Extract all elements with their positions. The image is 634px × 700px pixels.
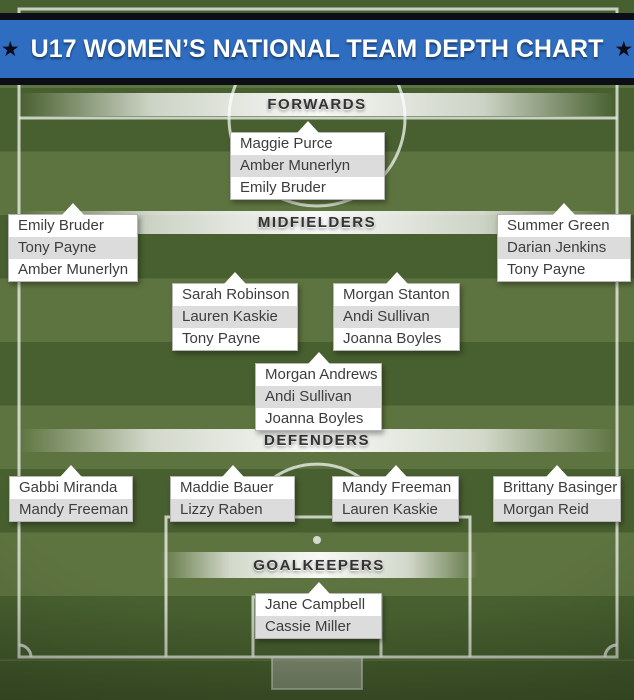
- player-row: Mandy Freeman: [333, 477, 458, 499]
- player-row: Lauren Kaskie: [333, 499, 458, 521]
- section-label-goalkeepers: GOALKEEPERS: [253, 556, 385, 574]
- player-row: Maggie Purce: [231, 133, 384, 155]
- section-label-defenders: DEFENDERS: [263, 432, 370, 449]
- pointer-up-icon: [307, 352, 330, 364]
- depth-box-forwards-center: Maggie Purce Amber Munerlyn Emily Bruder: [230, 121, 385, 200]
- player-row: Andi Sullivan: [256, 386, 381, 408]
- star-icon: ★: [614, 37, 634, 61]
- depth-box-defense-center-left: Maddie Bauer Lizzy Raben: [170, 465, 295, 522]
- player-row: Jane Campbell: [256, 594, 381, 616]
- depth-box-goalkeepers-center: Jane Campbell Cassie Miller: [255, 582, 382, 639]
- player-row: Lauren Kaskie: [173, 306, 297, 328]
- player-row: Gabbi Miranda: [10, 477, 132, 499]
- depth-box-midfield-center-right: Morgan Stanton Andi Sullivan Joanna Boyl…: [333, 272, 460, 351]
- player-row: Morgan Reid: [494, 499, 620, 521]
- pointer-up-icon: [224, 272, 246, 284]
- depth-box-midfield-right: Summer Green Darian Jenkins Tony Payne: [497, 203, 631, 282]
- pointer-up-icon: [553, 203, 575, 215]
- player-row: Emily Bruder: [9, 215, 137, 237]
- player-row: Brittany Basinger: [494, 477, 620, 499]
- section-label-midfielders: MIDFIELDERS: [257, 214, 377, 231]
- corner-arc-left: [18, 643, 33, 658]
- player-row: Maddie Bauer: [171, 477, 294, 499]
- pointer-up-icon: [221, 465, 244, 477]
- section-band-midfielders: MIDFIELDERS: [19, 211, 615, 234]
- player-row: Joanna Boyles: [334, 328, 459, 350]
- corner-arc-right: [603, 643, 618, 658]
- player-row: Lizzy Raben: [171, 499, 294, 521]
- player-row: Darian Jenkins: [498, 237, 630, 259]
- penalty-spot: [313, 536, 321, 544]
- depth-box-midfield-center-left: Sarah Robinson Lauren Kaskie Tony Payne: [172, 272, 298, 351]
- player-row: Tony Payne: [173, 328, 297, 350]
- pointer-up-icon: [60, 465, 82, 477]
- player-row: Emily Bruder: [231, 177, 384, 199]
- depth-box-defense-right: Brittany Basinger Morgan Reid: [493, 465, 621, 522]
- pointer-up-icon: [385, 272, 408, 284]
- pointer-up-icon: [546, 465, 568, 477]
- section-band-forwards: FORWARDS: [19, 93, 615, 116]
- section-band-goalkeepers: GOALKEEPERS: [160, 552, 478, 578]
- player-row: Mandy Freeman: [10, 499, 132, 521]
- goal: [271, 656, 363, 690]
- depth-box-defense-center-right: Mandy Freeman Lauren Kaskie: [332, 465, 459, 522]
- depth-box-defense-left: Gabbi Miranda Mandy Freeman: [9, 465, 133, 522]
- player-row: Tony Payne: [9, 237, 137, 259]
- player-row: Morgan Andrews: [256, 364, 381, 386]
- player-row: Andi Sullivan: [334, 306, 459, 328]
- player-row: Joanna Boyles: [256, 408, 381, 430]
- player-row: Morgan Stanton: [334, 284, 459, 306]
- player-row: Amber Munerlyn: [9, 259, 137, 281]
- section-band-defenders: DEFENDERS: [19, 429, 615, 452]
- section-label-forwards: FORWARDS: [267, 96, 367, 113]
- page-title: U17 WOMEN’S NATIONAL TEAM DEPTH CHART: [30, 34, 604, 63]
- pointer-up-icon: [307, 582, 330, 594]
- depth-box-midfield-left: Emily Bruder Tony Payne Amber Munerlyn: [8, 203, 138, 282]
- player-row: Summer Green: [498, 215, 630, 237]
- header-banner: ★ U17 WOMEN’S NATIONAL TEAM DEPTH CHART …: [0, 13, 634, 85]
- star-icon: ★: [0, 37, 20, 61]
- player-row: Cassie Miller: [256, 616, 381, 638]
- depth-box-midfield-attacking-center: Morgan Andrews Andi Sullivan Joanna Boyl…: [255, 352, 382, 431]
- pointer-up-icon: [62, 203, 84, 215]
- pointer-up-icon: [296, 121, 319, 133]
- player-row: Tony Payne: [498, 259, 630, 281]
- player-row: Amber Munerlyn: [231, 155, 384, 177]
- player-row: Sarah Robinson: [173, 284, 297, 306]
- pointer-up-icon: [384, 465, 407, 477]
- penalty-box: [164, 515, 472, 657]
